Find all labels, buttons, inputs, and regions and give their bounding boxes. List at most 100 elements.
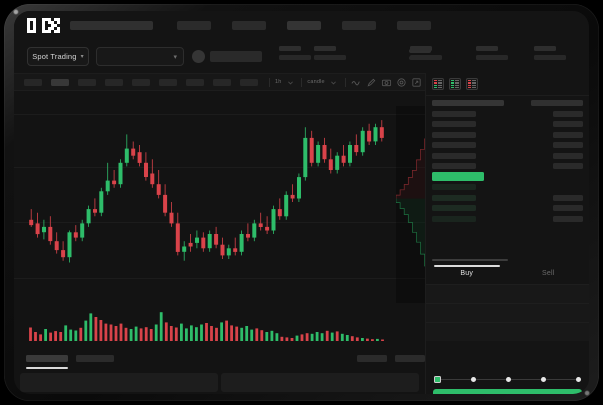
chart-type-label[interactable]: candle [307, 79, 325, 85]
trade-tab-buy[interactable]: Buy [426, 265, 508, 281]
nav-search-placeholder[interactable] [70, 21, 153, 30]
orderbook-ask-row-amount [553, 110, 583, 117]
orderbook-spread-row-price [432, 172, 484, 182]
bottom-panel-left[interactable] [20, 373, 218, 392]
orderbook-scrollbar[interactable] [432, 259, 508, 261]
timeframe-5m[interactable] [51, 78, 69, 86]
timeframe-15m[interactable] [78, 78, 96, 86]
chevron-down-icon[interactable] [328, 76, 340, 88]
timeframe-more[interactable] [240, 78, 258, 86]
toolbar-divider [269, 77, 270, 87]
slider-handle[interactable] [434, 375, 441, 383]
orderbook-icon-lines [472, 79, 476, 89]
bottom-tab-open-orders[interactable] [26, 355, 68, 362]
orderbook-layout-both-icon[interactable] [432, 78, 444, 90]
app-screen: Spot Trading ▾ ▾ 1h candle [14, 11, 589, 394]
market-type-label: Spot Trading [32, 52, 77, 61]
orderbook-header-row-price [432, 100, 504, 107]
nav-placeholder-5[interactable] [342, 21, 376, 30]
nav-placeholder-6[interactable] [397, 21, 431, 30]
orderbook-ask-row[interactable] [432, 120, 583, 129]
slider-stop-75[interactable] [541, 376, 546, 382]
toolbar-divider [301, 77, 303, 87]
orderbook-bid-row-price [432, 215, 476, 222]
trading-pair-select[interactable]: ▾ [96, 47, 184, 66]
nav-placeholder-2[interactable] [177, 21, 211, 30]
settings-gear-icon[interactable] [395, 76, 407, 88]
orderbook-bid-row-price [432, 184, 476, 191]
slider-stop-25[interactable] [471, 376, 476, 382]
avatar[interactable] [192, 50, 205, 63]
orderbook-layout-asks-icon[interactable] [466, 78, 478, 90]
price-candlestick-chart[interactable] [14, 91, 425, 303]
slider-stop-100[interactable] [576, 376, 581, 382]
nav-items-group [177, 21, 452, 30]
chart-gridline-3 [14, 277, 425, 279]
orderbook-ask-row[interactable] [432, 110, 583, 119]
timeframe-4h[interactable] [132, 78, 150, 86]
orderbook-ask-row[interactable] [432, 131, 583, 140]
fullscreen-expand-icon[interactable] [410, 76, 422, 88]
bottom-tab-order-history[interactable] [76, 355, 114, 362]
stat-change-24h [314, 46, 346, 60]
chart-gridline-1 [14, 167, 425, 169]
indicator-wave-icon[interactable] [351, 76, 363, 88]
order-amount-slider[interactable] [434, 375, 581, 383]
timeframe-1w[interactable] [186, 78, 204, 86]
chart-gridline-2 [14, 222, 425, 224]
header-line-a [409, 49, 431, 53]
volume-histogram-chart[interactable] [14, 303, 425, 349]
camera-snapshot-icon[interactable] [380, 76, 392, 88]
trade-tab-sell[interactable]: Sell [542, 270, 555, 277]
market-subheader: Spot Trading ▾ ▾ [14, 40, 589, 73]
orderbook-ask-row[interactable] [432, 162, 583, 171]
orderbook-layout-icons [426, 73, 589, 95]
order-total-field[interactable] [426, 322, 589, 341]
orderbook-ask-row-price [432, 152, 476, 159]
orderbook-ask-row-price [432, 121, 476, 128]
pencil-draw-icon[interactable] [366, 76, 378, 88]
orderbook-ask-row-price [432, 163, 476, 170]
orderbook-icon-lines [455, 79, 459, 89]
bottom-action-2[interactable] [395, 355, 425, 362]
order-price-field[interactable] [426, 284, 589, 303]
orderbook-trade-panel: Buy Sell [425, 73, 589, 394]
orderbook-bid-row-price [432, 205, 476, 212]
order-fields-group [426, 281, 589, 341]
nav-placeholder-3[interactable] [232, 21, 266, 30]
slider-stop-50[interactable] [506, 376, 511, 382]
orderbook-bid-row-amount [553, 205, 583, 212]
stat-last-price-label [279, 46, 301, 51]
trade-side-tabs: Buy Sell [426, 265, 589, 281]
interval-label[interactable]: 1h [274, 79, 282, 85]
stat-volume-24h [534, 46, 566, 60]
stat-low-24h-label [476, 46, 498, 51]
orderbook-ask-row-price [432, 131, 476, 138]
timeframe-1d[interactable] [159, 78, 177, 86]
orderbook-bid-row[interactable] [432, 204, 583, 213]
orderbook-bid-row[interactable] [432, 215, 583, 224]
chevron-down-icon[interactable] [285, 76, 297, 88]
orderbook-ask-row-price [432, 142, 476, 149]
orderbook-ask-row[interactable] [432, 152, 583, 161]
orderbook-header-row[interactable] [432, 99, 583, 108]
orderbook-bid-row-amount [553, 194, 583, 201]
okx-logo-icon[interactable] [27, 18, 60, 33]
nav-placeholder-4[interactable] [287, 21, 321, 30]
timeframe-1h[interactable] [105, 78, 123, 86]
place-buy-order-button[interactable] [433, 389, 582, 394]
orderbook-spread-row[interactable] [432, 172, 583, 182]
bottom-panel-right[interactable] [221, 373, 419, 392]
orderbook-rows[interactable] [426, 96, 589, 223]
market-type-dropdown[interactable]: Spot Trading ▾ [27, 47, 89, 66]
orderbook-bid-row[interactable] [432, 183, 583, 192]
timeframe-1mo[interactable] [213, 78, 231, 86]
orderbook-ask-row[interactable] [432, 141, 583, 150]
bottom-action-1[interactable] [357, 355, 387, 362]
orderbook-bid-row[interactable] [432, 194, 583, 203]
orderbook-layout-bids-icon[interactable] [449, 78, 461, 90]
orderbook-divider [426, 95, 589, 96]
stat-high-24h-label [410, 46, 432, 51]
order-amount-field[interactable] [426, 303, 589, 322]
timeframe-1m[interactable] [24, 78, 42, 86]
